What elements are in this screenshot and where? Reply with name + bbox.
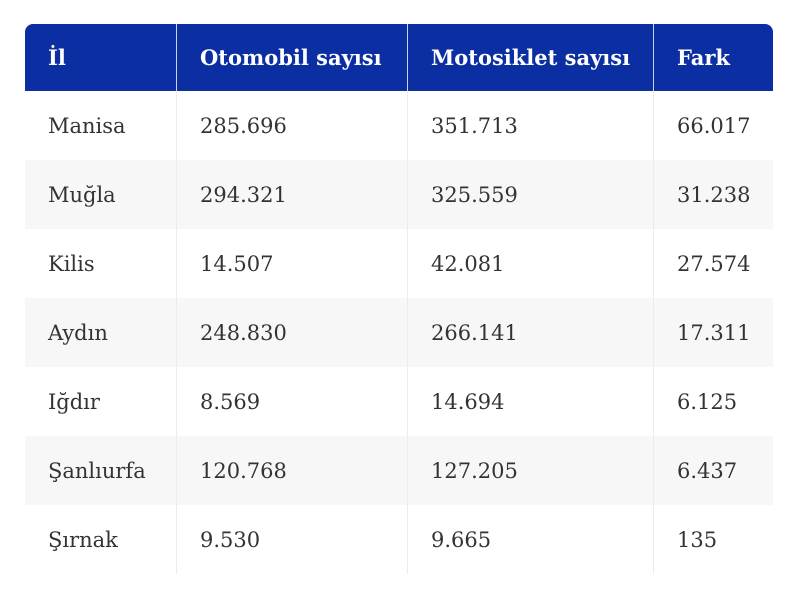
table-cell: 66.017 xyxy=(677,113,751,138)
table-cell: 127.205 xyxy=(408,436,654,505)
table-cell: Iğdır xyxy=(25,367,177,436)
table-row: Şanlıurfa 120.768 127.205 6.437 xyxy=(25,436,773,505)
table-row: Muğla 294.321 325.559 31.238 xyxy=(25,160,773,229)
table-cell: 135 xyxy=(677,527,718,552)
table-cell: Aydın xyxy=(25,298,177,367)
table-cell: 14.694 xyxy=(408,367,654,436)
table-cell: 6.437 xyxy=(654,436,773,505)
table-container: İl Otomobil sayısı Motosiklet sayısı Fark M… xyxy=(25,24,773,574)
data-table: İl Otomobil sayısı Motosiklet sayısı Fark M… xyxy=(25,24,773,574)
header-cell: Motosiklet sayısı xyxy=(408,24,654,91)
table-cell: 248.830 xyxy=(177,298,408,367)
header-row: İl Otomobil sayısı Motosiklet sayısı Fark xyxy=(25,24,773,91)
table-cell: 325.559 xyxy=(408,160,654,229)
table-cell: 27.574 xyxy=(677,251,751,276)
table-cell: 17.311 xyxy=(654,298,773,367)
table-body: Manisa 285.696 351.713 66.017 Muğla 294.321 32… xyxy=(25,91,773,574)
table-row: Manisa 285.696 351.713 66.017 xyxy=(25,91,773,160)
table-cell: 9.665 xyxy=(408,505,654,574)
table-cell: 351.713 xyxy=(408,91,654,160)
table-row: Iğdır 8.569 14.694 6.125 xyxy=(25,367,773,436)
table-row: Aydın 248.830 266.141 17.311 xyxy=(25,298,773,367)
table-cell: 9.530 xyxy=(177,505,408,574)
table-cell: 31.238 xyxy=(654,160,773,229)
table-cell: Muğla xyxy=(25,160,177,229)
header-cell: İl xyxy=(25,24,177,91)
table-cell: 120.768 xyxy=(177,436,408,505)
table-cell: 8.569 xyxy=(177,367,408,436)
table-cell: 266.141 xyxy=(408,298,654,367)
table-cell: 14.507 xyxy=(177,229,408,298)
table-row: Şırnak 9.530 9.665 135 xyxy=(25,505,773,574)
table-cell: Şanlıurfa xyxy=(25,436,177,505)
header-cell: Fark xyxy=(654,24,773,91)
table-cell: 285.696 xyxy=(177,91,408,160)
table-cell: Şırnak xyxy=(25,505,177,574)
table-cell: Kilis xyxy=(25,229,177,298)
table-cell: Manisa xyxy=(25,91,177,160)
header-cell: Otomobil sayısı xyxy=(177,24,408,91)
table-cell: 42.081 xyxy=(408,229,654,298)
table-cell: 294.321 xyxy=(177,160,408,229)
table-header: İl Otomobil sayısı Motosiklet sayısı Fark xyxy=(25,24,773,91)
table-row: Kilis 14.507 42.081 27.574 xyxy=(25,229,773,298)
table-cell: 6.125 xyxy=(677,389,738,414)
